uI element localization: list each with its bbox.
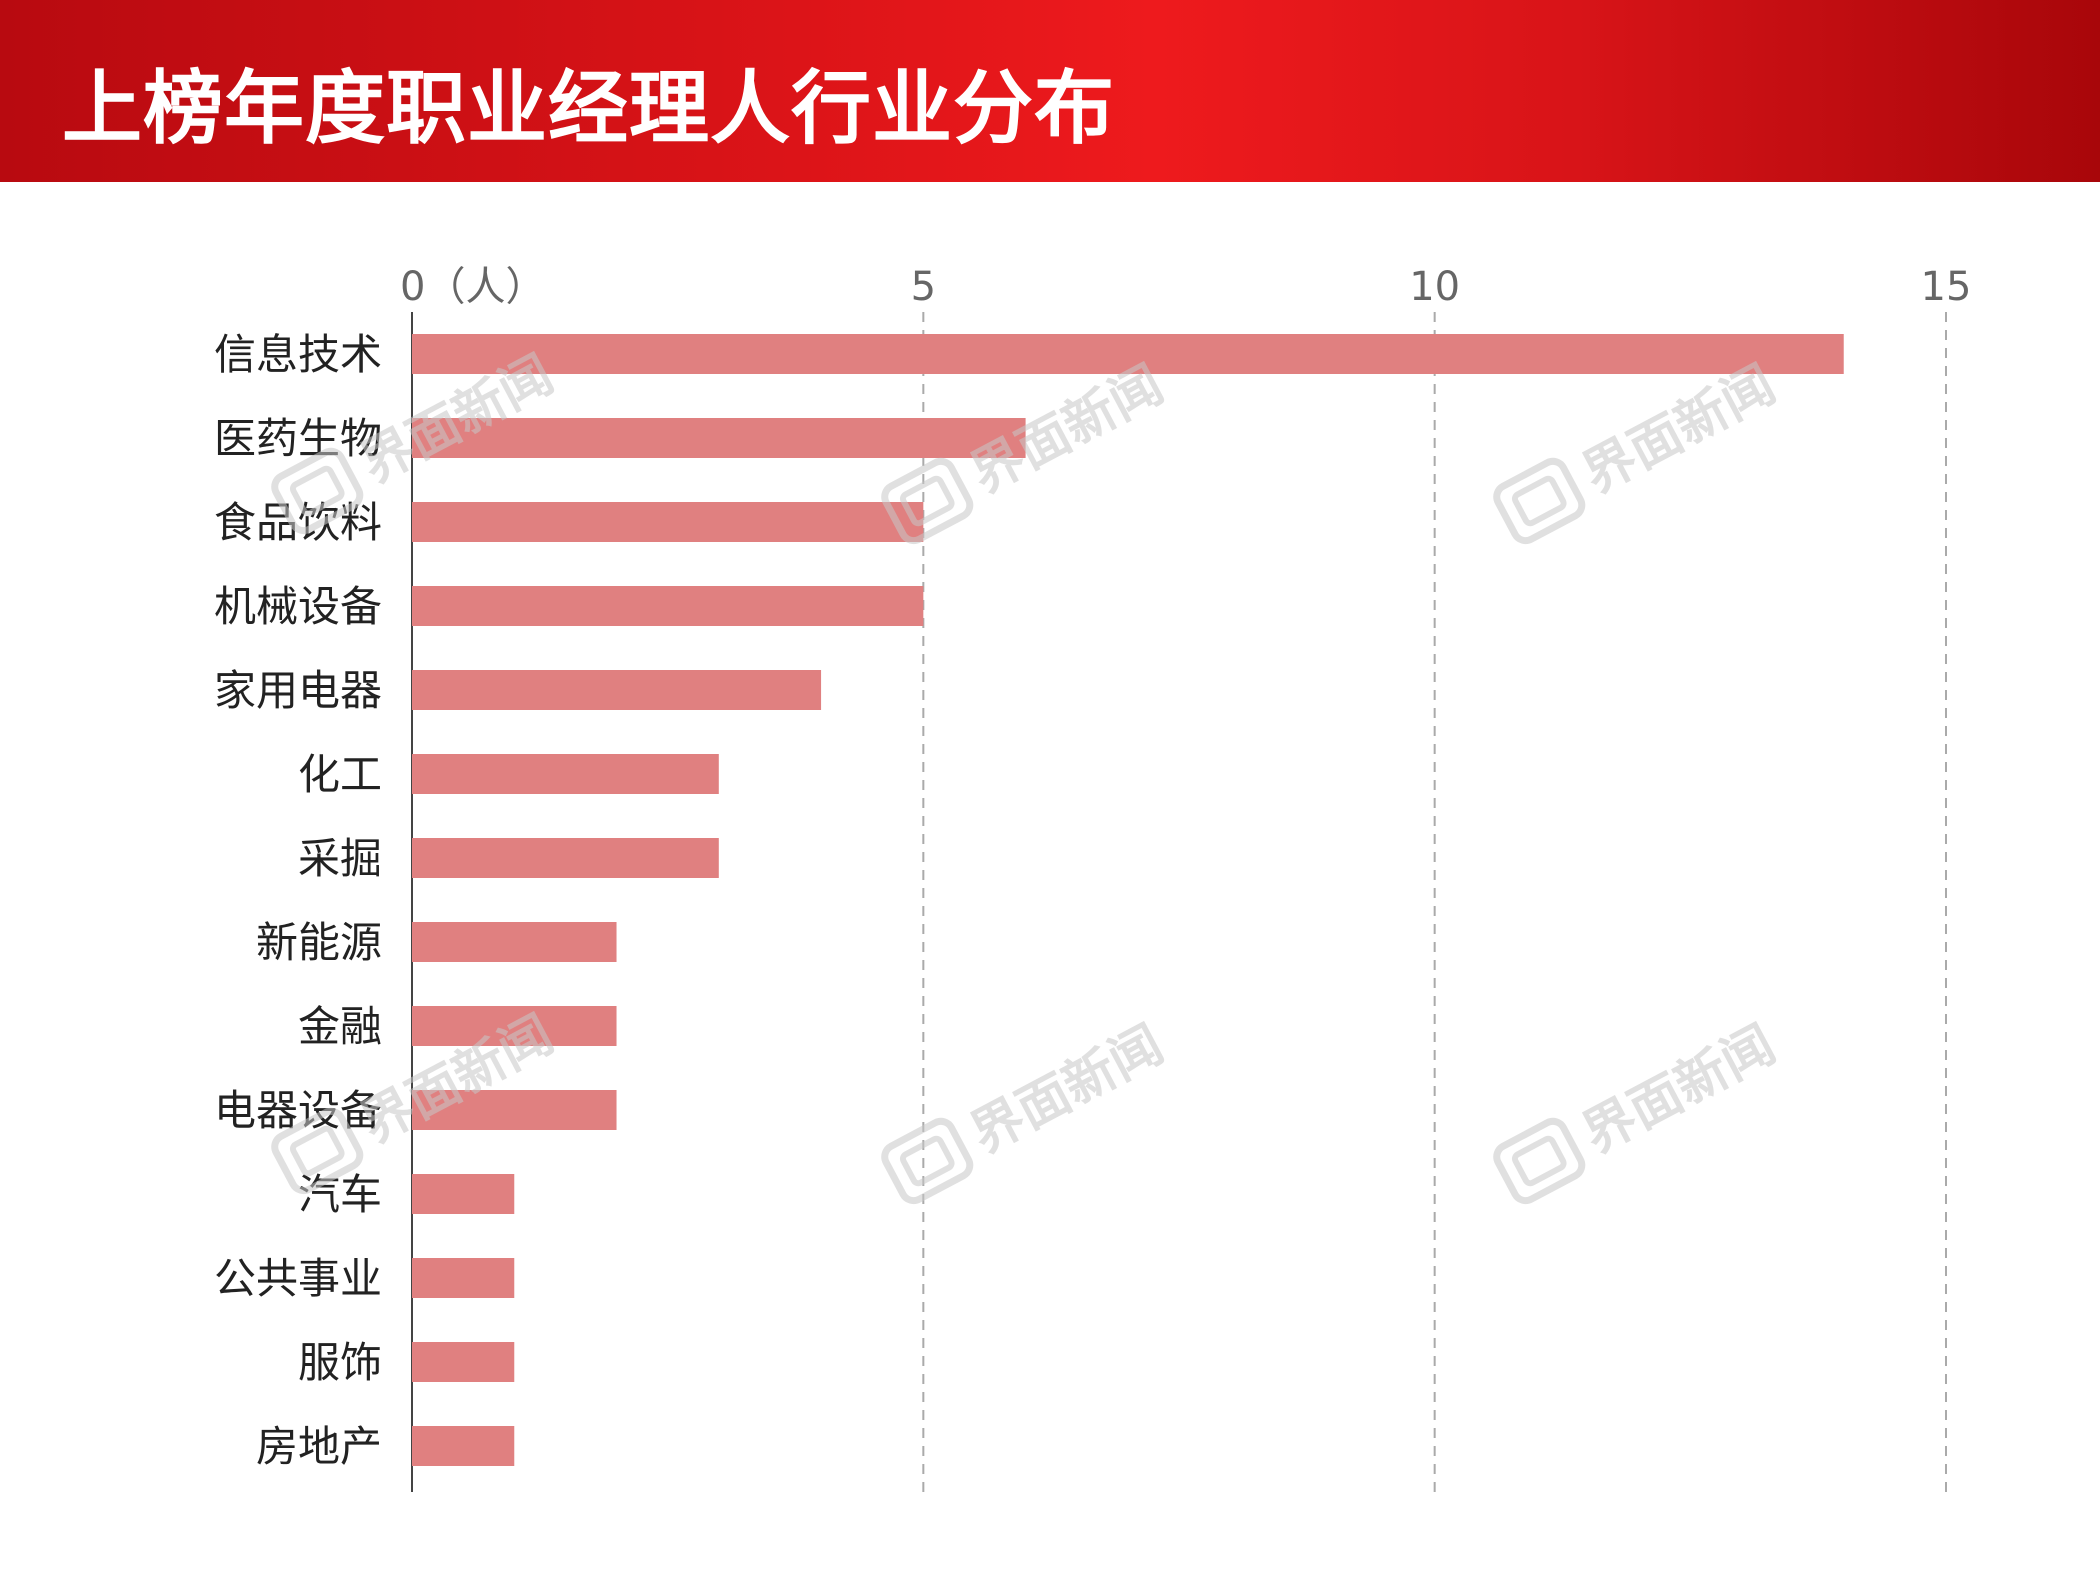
jiemian-logo-icon (271, 1107, 364, 1195)
jiemian-logo-icon (881, 1117, 974, 1205)
watermark: 界面新闻 (881, 1015, 1173, 1205)
bar (412, 334, 1844, 374)
category-label: 汽车 (298, 1170, 382, 1219)
bar (412, 922, 617, 962)
watermark: 界面新闻 (1493, 355, 1785, 545)
bar (412, 1090, 617, 1130)
jiemian-logo-icon (1493, 457, 1586, 545)
category-label: 采掘 (298, 834, 382, 883)
bar (412, 754, 719, 794)
page-title: 上榜年度职业经理人行业分布 (62, 62, 1115, 155)
jiemian-logo-icon (271, 447, 364, 535)
x-axis-ticks: 0（人） 5 10 15 (400, 264, 1971, 310)
category-label: 信息技术 (214, 330, 382, 379)
grid-lines (411, 312, 1947, 1492)
watermark: 界面新闻 (1493, 1015, 1785, 1205)
category-label: 公共事业 (214, 1254, 382, 1303)
bar (412, 670, 822, 710)
category-labels: 信息技术医药生物食品饮料机械设备家用电器化工采掘新能源金融电器设备汽车公共事业服… (214, 330, 382, 1471)
watermark-text: 界面新闻 (961, 1015, 1173, 1166)
category-label: 服饰 (298, 1338, 382, 1387)
bar (412, 1006, 617, 1046)
category-label: 新能源 (256, 918, 382, 967)
category-label: 家用电器 (214, 666, 382, 715)
category-label: 金融 (298, 1002, 382, 1051)
x-tick-label: 5 (911, 264, 936, 310)
bar (412, 418, 1026, 458)
bar (412, 502, 924, 542)
bar (412, 1174, 515, 1214)
category-label: 医药生物 (214, 414, 382, 463)
category-label: 房地产 (256, 1422, 382, 1471)
bar (412, 1342, 515, 1382)
bar (412, 1426, 515, 1466)
x-tick-label: 0（人） (400, 264, 545, 310)
jiemian-logo-icon (1493, 1117, 1586, 1205)
bars (412, 334, 1844, 1466)
watermark-text: 界面新闻 (1573, 1015, 1785, 1166)
bar (412, 586, 924, 626)
bar (412, 838, 719, 878)
header-banner: 上榜年度职业经理人行业分布 (0, 0, 2100, 182)
x-tick-label: 10 (1409, 264, 1460, 310)
category-label: 机械设备 (214, 582, 382, 631)
bar (412, 1258, 515, 1298)
category-label: 化工 (298, 750, 382, 799)
watermark-text: 界面新闻 (1573, 355, 1785, 506)
jiemian-logo-icon (881, 457, 974, 545)
x-tick-label: 15 (1921, 264, 1972, 310)
